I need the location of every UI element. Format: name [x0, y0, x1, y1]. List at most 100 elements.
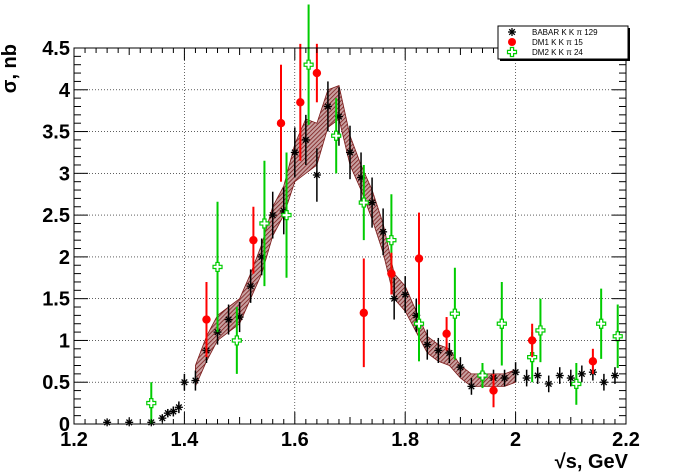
- data-point-star: [566, 374, 575, 383]
- y-tick-label: 1: [59, 330, 70, 352]
- star-arm: [512, 368, 519, 376]
- legend-marker-circle: [508, 38, 516, 46]
- star-arm: [175, 404, 183, 411]
- star-arm: [324, 103, 332, 110]
- y-tick-label: 1.5: [42, 289, 70, 311]
- data-point-cross: [527, 352, 538, 363]
- y-tick-label: 0: [59, 414, 70, 436]
- star-arm: [225, 316, 232, 323]
- y-tick-label: 0.5: [42, 372, 70, 394]
- data-point-cross: [281, 210, 292, 221]
- x-tick-label: 2: [510, 429, 521, 451]
- legend-marker-star: [508, 28, 516, 36]
- star-arm: [401, 291, 409, 298]
- data-point-cross: [358, 197, 369, 208]
- data-point-cross: [596, 318, 607, 329]
- star-arm: [600, 378, 608, 386]
- x-tick-label: 1.6: [281, 429, 309, 451]
- data-point-star: [312, 171, 321, 180]
- series-filled-circle: [202, 43, 598, 408]
- series-open-cross: [146, 4, 623, 424]
- star-arm: [159, 414, 166, 422]
- data-point-cross: [496, 318, 507, 329]
- data-point-cross: [449, 308, 460, 319]
- data-point-star: [599, 378, 608, 387]
- data-point-star: [401, 290, 410, 299]
- data-point-circle: [489, 386, 498, 395]
- data-point-star: [180, 378, 189, 387]
- data-point-circle: [312, 68, 322, 78]
- data-point-star: [456, 363, 465, 372]
- data-point-star: [522, 374, 531, 383]
- star-arm: [446, 349, 453, 357]
- data-point-star: [169, 407, 178, 416]
- data-point-cross: [259, 218, 270, 229]
- star-arm: [302, 136, 310, 144]
- x-tick-label: 2.2: [612, 429, 640, 451]
- star-arm: [269, 211, 276, 219]
- data-point-star: [163, 409, 172, 418]
- data-point-circle: [359, 308, 368, 318]
- data-point-circle: [249, 235, 258, 245]
- star-arm: [313, 171, 321, 179]
- star-arm: [457, 363, 464, 371]
- data-point-circle: [387, 269, 396, 278]
- x-axis-title: √s, GeV: [555, 451, 629, 472]
- data-point-cross: [571, 378, 582, 389]
- star-arm: [545, 380, 552, 388]
- y-tick-label: 2.5: [42, 205, 70, 227]
- data-point-star: [610, 371, 619, 380]
- star-arm: [170, 408, 177, 415]
- data-point-circle: [414, 254, 424, 263]
- y-axis-title: σ, nb: [0, 44, 21, 93]
- star-arm: [390, 295, 398, 302]
- star-arm: [567, 374, 575, 382]
- data-point-star: [533, 371, 542, 380]
- data-point-circle: [202, 315, 211, 324]
- legend-marker-cross: [506, 46, 518, 58]
- y-tick-label: 2: [59, 247, 70, 269]
- data-point-cross: [231, 335, 242, 346]
- data-point-cross: [146, 398, 157, 409]
- data-point-star: [346, 148, 354, 157]
- data-point-star: [158, 414, 167, 423]
- star-arm: [181, 378, 188, 386]
- star-arm: [534, 372, 541, 379]
- data-point-circle: [527, 336, 537, 345]
- axis-tick-labels: 1.2 1.4 1.6 1.8 2 2.2 0 0.5 1 1.5 2 2.5 3 3.5 4 4.5: [42, 38, 640, 451]
- star-arm: [501, 374, 508, 382]
- y-tick-label: 4.5: [42, 38, 70, 60]
- data-point-cross: [386, 235, 397, 246]
- y-tick-label: 4: [59, 80, 71, 102]
- data-point-star: [390, 294, 399, 303]
- data-point-cross: [212, 261, 223, 273]
- star-arm: [611, 372, 619, 379]
- star-arm: [578, 370, 586, 378]
- legend-entry-label: BABAR K K π 129: [532, 28, 598, 37]
- data-point-star: [555, 371, 564, 380]
- data-point-star: [434, 346, 443, 355]
- x-tick-label: 1.4: [170, 429, 199, 451]
- star-arm: [508, 28, 516, 36]
- star-arm: [424, 341, 431, 348]
- legend-entry-label: DM2 K K π 24: [532, 48, 583, 57]
- legend-entry-label: DM1 K K π 15: [532, 38, 583, 47]
- data-point-cross: [535, 325, 546, 336]
- star-arm: [192, 377, 199, 384]
- star-arm: [368, 199, 376, 206]
- data-point-cross: [477, 370, 488, 381]
- star-arm: [468, 383, 475, 390]
- data-point-star: [544, 379, 553, 388]
- star-arm: [523, 374, 530, 382]
- data-point-star: [191, 376, 200, 385]
- star-arm: [291, 149, 299, 156]
- star-arm: [435, 347, 442, 354]
- data-point-star: [577, 369, 586, 378]
- star-arm: [556, 372, 564, 379]
- data-point-star: [368, 198, 377, 207]
- legend-box: [497, 25, 629, 60]
- data-point-star: [301, 135, 310, 144]
